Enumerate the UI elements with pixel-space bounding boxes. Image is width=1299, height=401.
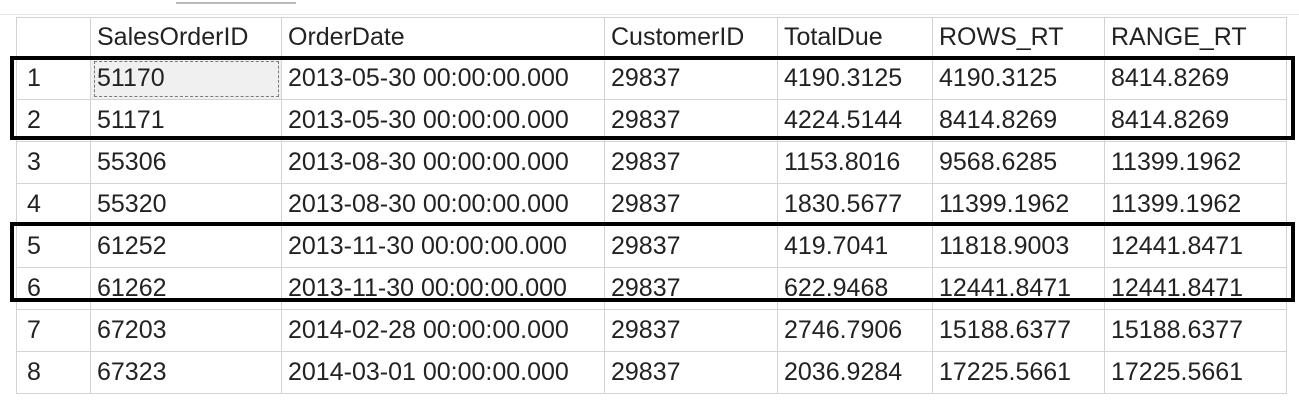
cell-rows-rt[interactable]: 8414.8269 bbox=[932, 99, 1105, 142]
cell-salesorderid[interactable]: 67323 bbox=[90, 351, 282, 394]
cell-totaldue[interactable]: 2746.7906 bbox=[777, 309, 933, 352]
table-row: 6 61262 2013-11-30 00:00:00.000 29837 62… bbox=[16, 267, 1287, 310]
column-header-totaldue[interactable]: TotalDue bbox=[777, 17, 933, 58]
row-number[interactable]: 8 bbox=[16, 351, 91, 394]
cell-salesorderid[interactable]: 55320 bbox=[90, 183, 282, 226]
row-number[interactable]: 7 bbox=[16, 309, 91, 352]
table-row: 7 67203 2014-02-28 00:00:00.000 29837 27… bbox=[16, 309, 1287, 352]
cell-customerid[interactable]: 29837 bbox=[604, 141, 778, 184]
cell-rows-rt[interactable]: 15188.6377 bbox=[932, 309, 1105, 352]
table-row: 1 51170 2013-05-30 00:00:00.000 29837 41… bbox=[16, 57, 1287, 100]
cell-rows-rt[interactable]: 9568.6285 bbox=[932, 141, 1105, 184]
cell-totaldue[interactable]: 1830.5677 bbox=[777, 183, 933, 226]
cell-totaldue[interactable]: 4224.5144 bbox=[777, 99, 933, 142]
cell-orderdate[interactable]: 2013-08-30 00:00:00.000 bbox=[281, 141, 605, 184]
row-number[interactable]: 2 bbox=[16, 99, 91, 142]
cell-orderdate[interactable]: 2014-02-28 00:00:00.000 bbox=[281, 309, 605, 352]
cell-rows-rt[interactable]: 12441.8471 bbox=[932, 267, 1105, 310]
table-row: 8 67323 2014-03-01 00:00:00.000 29837 20… bbox=[16, 351, 1287, 394]
row-number[interactable]: 1 bbox=[16, 57, 91, 100]
cell-customerid[interactable]: 29837 bbox=[604, 267, 778, 310]
cell-salesorderid[interactable]: 61252 bbox=[90, 225, 282, 268]
cell-orderdate[interactable]: 2013-11-30 00:00:00.000 bbox=[281, 267, 605, 310]
table-row: 3 55306 2013-08-30 00:00:00.000 29837 11… bbox=[16, 141, 1287, 184]
cell-salesorderid[interactable]: 61262 bbox=[90, 267, 282, 310]
cell-orderdate[interactable]: 2013-05-30 00:00:00.000 bbox=[281, 57, 605, 100]
cell-range-rt[interactable]: 15188.6377 bbox=[1104, 309, 1287, 352]
cell-range-rt[interactable]: 11399.1962 bbox=[1104, 141, 1287, 184]
cell-customerid[interactable]: 29837 bbox=[604, 183, 778, 226]
row-number[interactable]: 4 bbox=[16, 183, 91, 226]
row-number[interactable]: 3 bbox=[16, 141, 91, 184]
cell-customerid[interactable]: 29837 bbox=[604, 225, 778, 268]
cell-totaldue[interactable]: 419.7041 bbox=[777, 225, 933, 268]
cell-rows-rt[interactable]: 11399.1962 bbox=[932, 183, 1105, 226]
table-row: 4 55320 2013-08-30 00:00:00.000 29837 18… bbox=[16, 183, 1287, 226]
cell-rows-rt[interactable]: 11818.9003 bbox=[932, 225, 1105, 268]
cell-orderdate[interactable]: 2013-11-30 00:00:00.000 bbox=[281, 225, 605, 268]
cell-salesorderid[interactable]: 55306 bbox=[90, 141, 282, 184]
cell-customerid[interactable]: 29837 bbox=[604, 351, 778, 394]
cell-orderdate[interactable]: 2013-05-30 00:00:00.000 bbox=[281, 99, 605, 142]
cell-totaldue[interactable]: 4190.3125 bbox=[777, 57, 933, 100]
row-number[interactable]: 5 bbox=[16, 225, 91, 268]
results-tab-edge bbox=[176, 2, 296, 10]
header-row: SalesOrderID OrderDate CustomerID TotalD… bbox=[16, 17, 1287, 58]
column-header-rows-rt[interactable]: ROWS_RT bbox=[932, 17, 1105, 58]
column-header-customerid[interactable]: CustomerID bbox=[604, 17, 778, 58]
table-row: 5 61252 2013-11-30 00:00:00.000 29837 41… bbox=[16, 225, 1287, 268]
cell-customerid[interactable]: 29837 bbox=[604, 57, 778, 100]
column-header-range-rt[interactable]: RANGE_RT bbox=[1104, 17, 1287, 58]
cell-totaldue[interactable]: 1153.8016 bbox=[777, 141, 933, 184]
results-grid[interactable]: SalesOrderID OrderDate CustomerID TotalD… bbox=[16, 17, 1287, 394]
cell-customerid[interactable]: 29837 bbox=[604, 309, 778, 352]
table-row: 2 51171 2013-05-30 00:00:00.000 29837 42… bbox=[16, 99, 1287, 142]
cell-totaldue[interactable]: 2036.9284 bbox=[777, 351, 933, 394]
cell-orderdate[interactable]: 2013-08-30 00:00:00.000 bbox=[281, 183, 605, 226]
cell-rows-rt[interactable]: 4190.3125 bbox=[932, 57, 1105, 100]
cell-customerid[interactable]: 29837 bbox=[604, 99, 778, 142]
cell-rows-rt[interactable]: 17225.5661 bbox=[932, 351, 1105, 394]
cell-range-rt[interactable]: 12441.8471 bbox=[1104, 225, 1287, 268]
cell-salesorderid[interactable]: 51171 bbox=[90, 99, 282, 142]
header-corner[interactable] bbox=[16, 17, 91, 58]
cell-range-rt[interactable]: 8414.8269 bbox=[1104, 57, 1287, 100]
cell-range-rt[interactable]: 12441.8471 bbox=[1104, 267, 1287, 310]
cell-salesorderid[interactable]: 67203 bbox=[90, 309, 282, 352]
column-header-salesorderid[interactable]: SalesOrderID bbox=[90, 17, 282, 58]
cell-totaldue[interactable]: 622.9468 bbox=[777, 267, 933, 310]
column-header-orderdate[interactable]: OrderDate bbox=[281, 17, 605, 58]
cell-orderdate[interactable]: 2014-03-01 00:00:00.000 bbox=[281, 351, 605, 394]
cell-range-rt[interactable]: 17225.5661 bbox=[1104, 351, 1287, 394]
results-tab-strip bbox=[0, 0, 1299, 15]
cell-range-rt[interactable]: 8414.8269 bbox=[1104, 99, 1287, 142]
cell-range-rt[interactable]: 11399.1962 bbox=[1104, 183, 1287, 226]
row-number[interactable]: 6 bbox=[16, 267, 91, 310]
cell-salesorderid[interactable]: 51170 bbox=[90, 57, 282, 100]
